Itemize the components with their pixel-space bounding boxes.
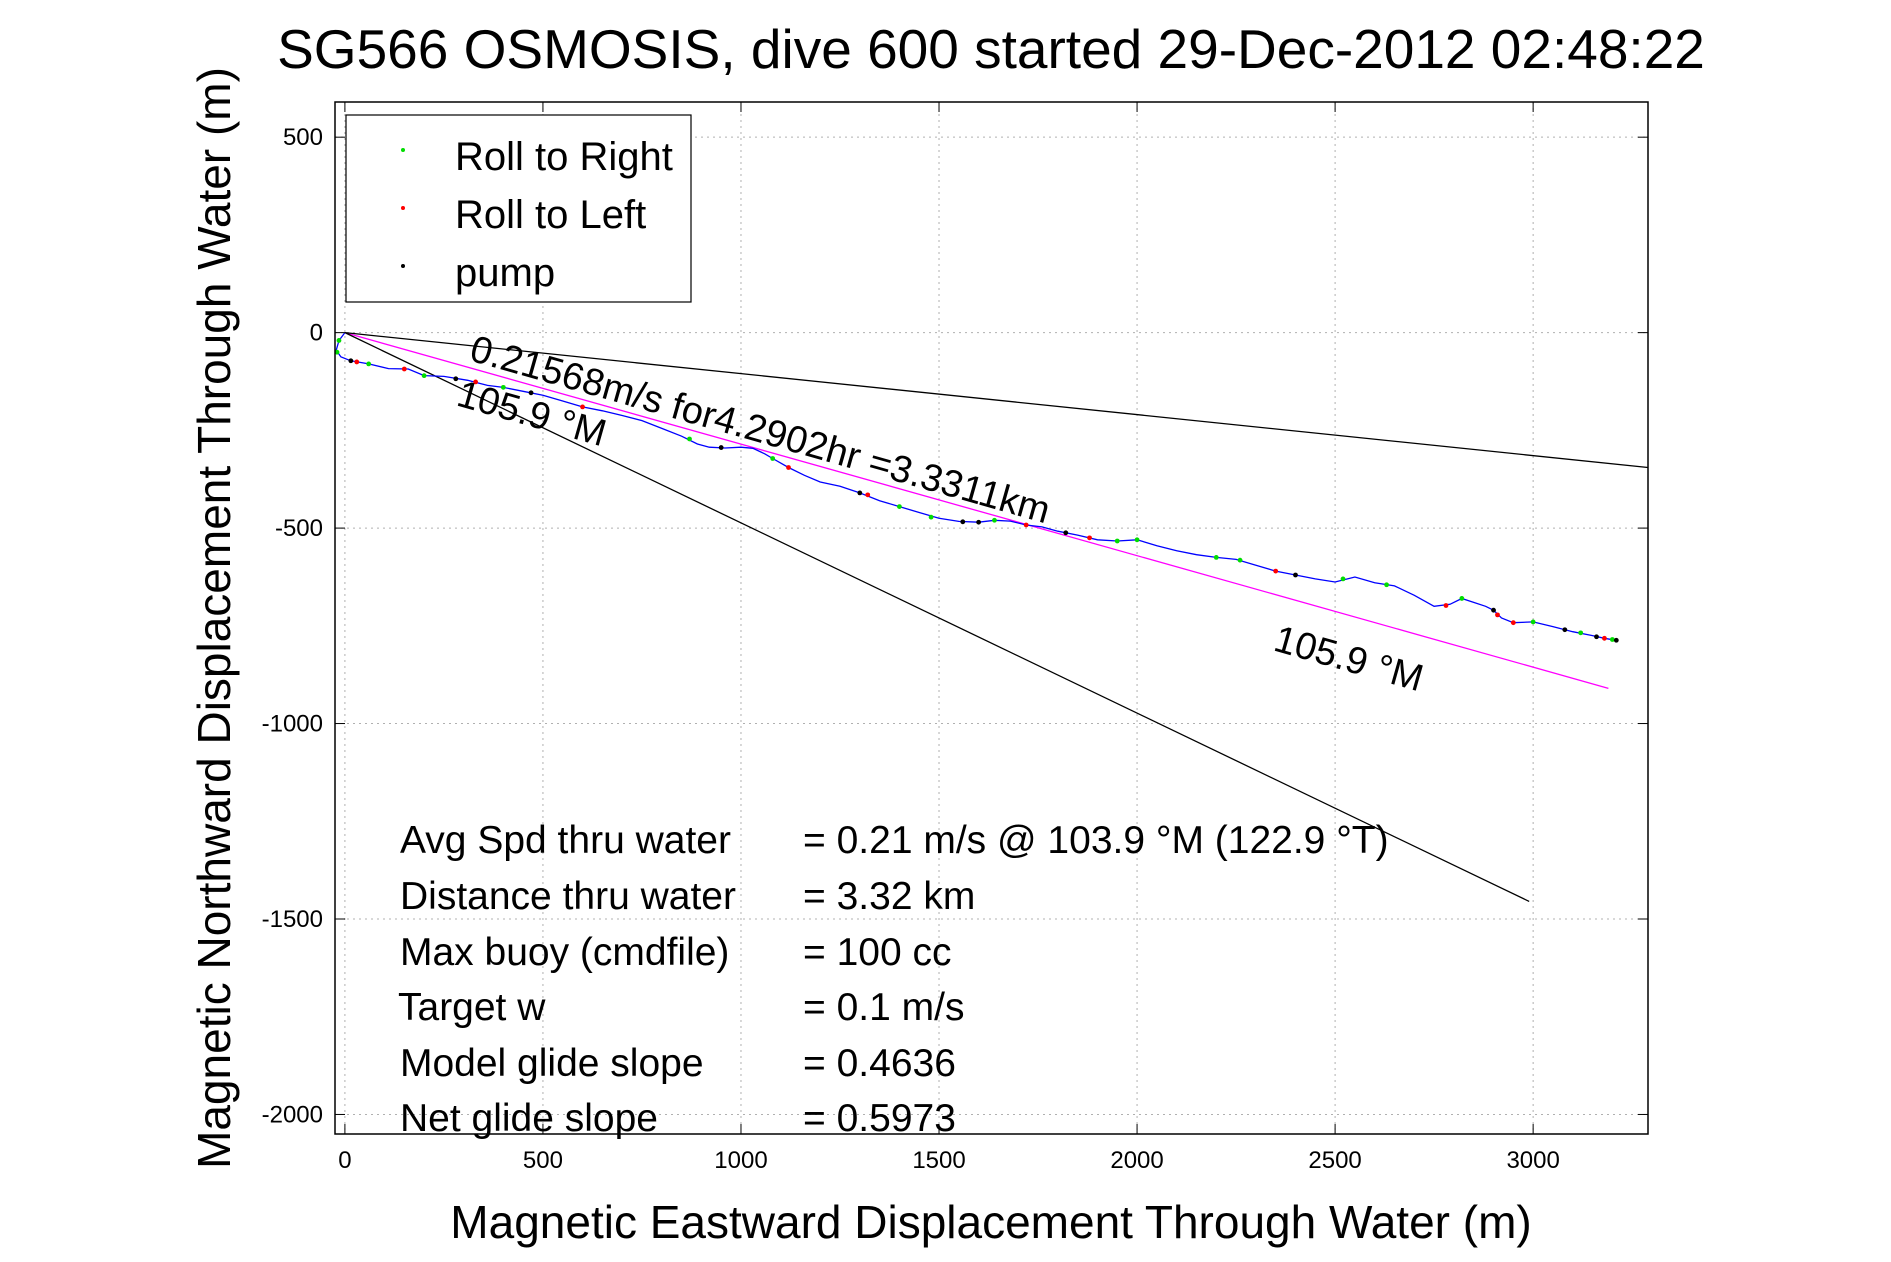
roll-left-marker xyxy=(786,465,791,470)
pump-marker xyxy=(453,376,459,382)
markers xyxy=(334,338,1619,643)
pump-marker xyxy=(976,519,982,525)
axes-box xyxy=(334,101,1649,1135)
y-tick-label: -500 xyxy=(275,515,323,542)
y-tick-label: -1500 xyxy=(262,906,323,933)
stat-label-target-w: Target w xyxy=(398,986,546,1029)
roll-left-marker xyxy=(1273,568,1279,574)
chart-title: SG566 OSMOSIS, dive 600 started 29-Dec-2… xyxy=(277,18,1705,80)
stat-label-avg-speed: Avg Spd thru water xyxy=(400,819,731,862)
black-shallow-line xyxy=(344,331,1649,469)
pump-marker xyxy=(1613,637,1619,643)
y-axis-label: Magnetic Northward Displacement Through … xyxy=(188,67,240,1169)
roll-right-marker xyxy=(928,514,934,520)
stat-label-model-glide: Model glide slope xyxy=(400,1042,704,1085)
roll-left-marker xyxy=(473,379,479,385)
stat-value-target-w: = 0.1 m/s xyxy=(803,986,964,1029)
roll-right-marker xyxy=(500,384,506,390)
pump-marker xyxy=(1063,530,1069,536)
x-tick-label: 0 xyxy=(338,1147,351,1174)
roll-right-marker xyxy=(1340,576,1346,582)
y-tick-label: -2000 xyxy=(262,1101,323,1128)
roll-right-marker xyxy=(770,456,776,461)
roll-right-marker xyxy=(992,517,997,523)
roll-right-marker xyxy=(1609,637,1615,642)
legend-marker-pump xyxy=(401,264,405,268)
stat-label-max-buoy: Max buoy (cmdfile) xyxy=(400,931,729,974)
roll-left-marker xyxy=(1023,522,1029,528)
black-steep-line xyxy=(344,332,1530,902)
x-tick-label: 2000 xyxy=(1110,1147,1163,1174)
legend-marker-roll-right xyxy=(401,148,405,152)
roll-left-marker xyxy=(580,404,585,410)
x-tick-label: 3000 xyxy=(1506,1147,1559,1174)
roll-right-marker xyxy=(897,504,902,509)
grid xyxy=(335,102,1648,1134)
roll-right-marker xyxy=(336,338,342,343)
roll-right-marker xyxy=(1213,555,1219,560)
x-tick-label: 2500 xyxy=(1308,1147,1361,1174)
pump-marker xyxy=(718,445,724,450)
roll-left-marker xyxy=(1443,603,1449,608)
roll-left-marker xyxy=(401,366,407,372)
legend-label-pump: pump xyxy=(455,251,555,295)
roll-right-marker xyxy=(1384,582,1389,588)
roll-right-marker xyxy=(687,436,692,442)
roll-left-marker xyxy=(1510,620,1516,626)
stat-value-net-glide: = 0.5973 xyxy=(803,1097,956,1140)
roll-right-marker xyxy=(1530,619,1536,625)
pump-marker xyxy=(348,358,354,364)
stat-value-model-glide: = 0.4636 xyxy=(803,1042,956,1085)
legend-label-roll-left: Roll to Left xyxy=(455,193,646,237)
glider-track-line xyxy=(335,332,1617,641)
stat-value-max-buoy: = 100 cc xyxy=(803,931,952,974)
pump-marker xyxy=(857,490,863,496)
roll-left-marker xyxy=(354,359,360,365)
roll-right-marker xyxy=(421,373,427,379)
roll-left-marker xyxy=(1087,535,1092,541)
roll-right-marker xyxy=(1237,557,1243,563)
roll-right-marker xyxy=(366,361,372,367)
stat-value-avg-speed: = 0.21 m/s @ 103.9 °M (122.9 °T) xyxy=(803,819,1389,862)
pump-marker xyxy=(1594,634,1599,640)
roll-right-marker xyxy=(1114,538,1120,544)
stat-value-distance: = 3.32 km xyxy=(803,875,975,918)
magenta-heading-line xyxy=(344,332,1609,689)
roll-right-marker xyxy=(1578,630,1584,636)
stat-label-distance: Distance thru water xyxy=(400,875,736,918)
roll-left-marker xyxy=(865,492,871,498)
stat-label-net-glide: Net glide slope xyxy=(400,1097,658,1140)
axis-ticks: 0 500 1000 1500 2000 2500 3000 500 0 -500 -1000 -15… xyxy=(262,102,1648,1174)
x-tick-label: 1000 xyxy=(714,1147,767,1174)
legend-marker-roll-left xyxy=(401,206,405,210)
y-tick-label: 0 xyxy=(310,320,323,347)
roll-left-marker xyxy=(1602,635,1607,641)
reference-lines xyxy=(344,331,1649,902)
stats-block: Avg Spd thru water = 0.21 m/s @ 103.9 °M… xyxy=(398,819,1389,1140)
roll-left-marker xyxy=(1495,612,1500,618)
roll-right-marker xyxy=(1459,596,1465,601)
legend: Roll to Right Roll to Left pump xyxy=(345,114,692,303)
y-tick-label: 500 xyxy=(283,124,323,151)
x-tick-label: 1500 xyxy=(912,1147,965,1174)
pump-marker xyxy=(1293,572,1298,578)
roll-right-marker xyxy=(334,349,340,355)
legend-label-roll-right: Roll to Right xyxy=(455,135,673,179)
y-tick-label: -1000 xyxy=(262,711,323,738)
pump-marker xyxy=(1491,607,1496,613)
pump-marker xyxy=(1562,627,1568,633)
x-tick-label: 500 xyxy=(523,1147,563,1174)
roll-right-marker xyxy=(1134,537,1140,543)
x-axis-label: Magnetic Eastward Displacement Through W… xyxy=(450,1196,1531,1248)
pump-marker xyxy=(528,390,534,396)
track xyxy=(335,332,1617,641)
pump-marker xyxy=(960,519,966,525)
